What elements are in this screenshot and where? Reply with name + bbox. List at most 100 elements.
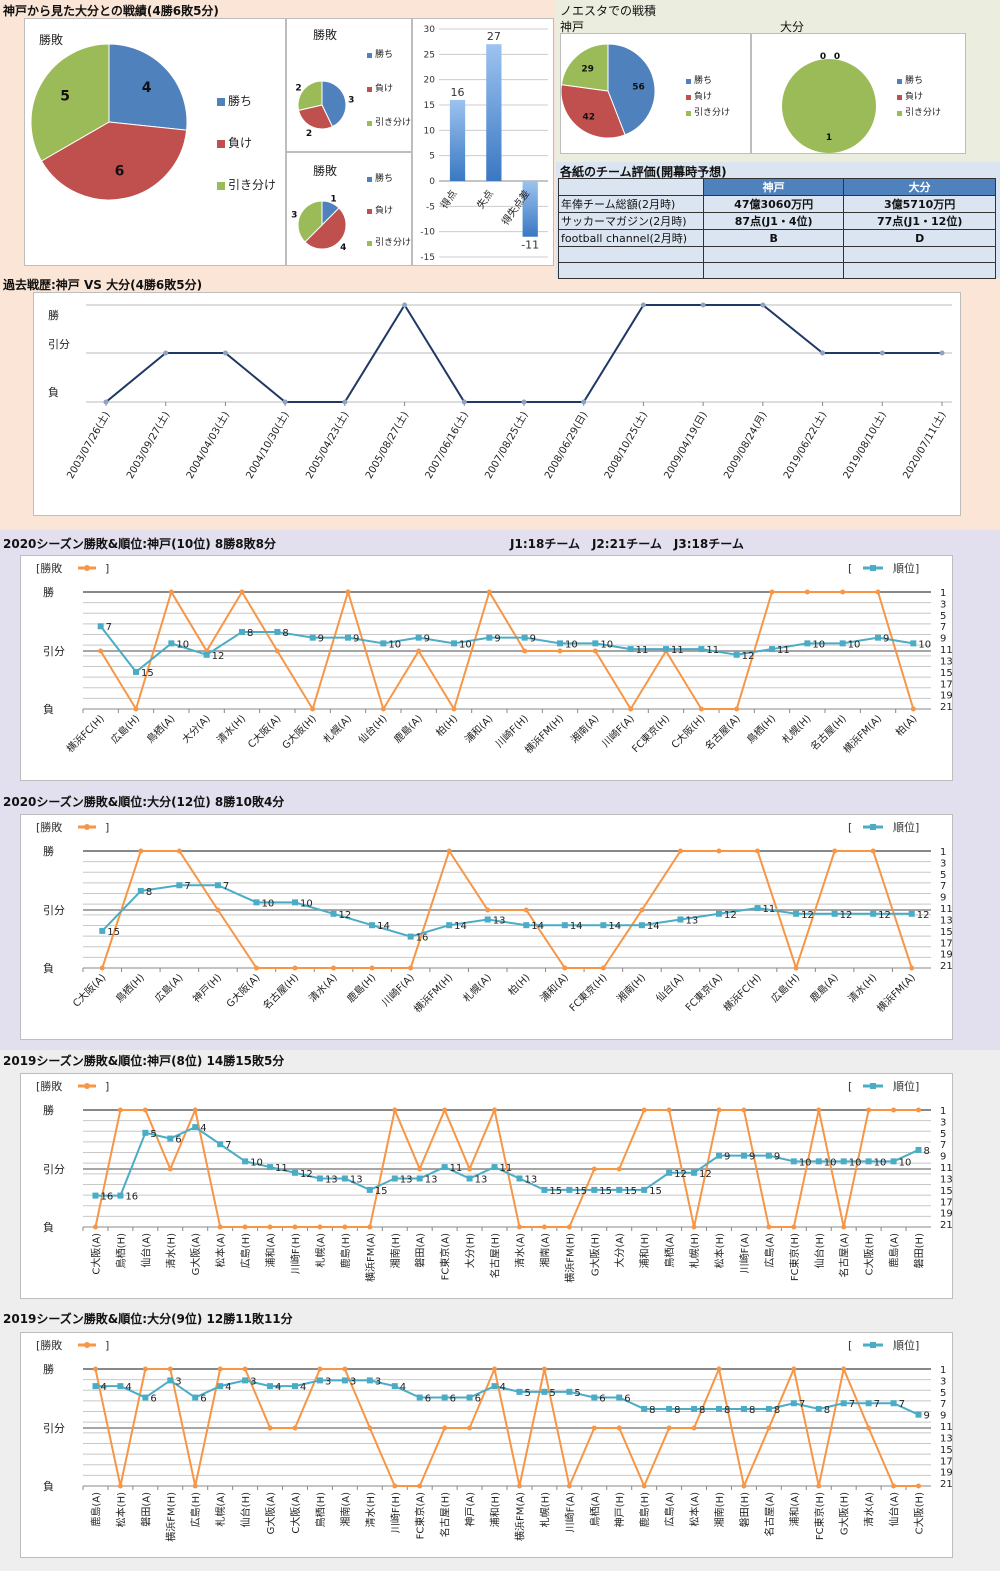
rank-marker — [416, 1394, 423, 1401]
result-marker — [891, 1107, 897, 1113]
rank-data-label: 9 — [494, 634, 500, 645]
result-marker — [541, 1366, 547, 1372]
rank-marker — [491, 1164, 498, 1171]
rank-marker — [441, 1394, 448, 1401]
result-marker — [766, 1425, 772, 1431]
eval-oita — [843, 246, 996, 263]
rank-marker — [890, 1158, 897, 1165]
y-tick-label: -15 — [420, 253, 435, 263]
x-tick-label: 清水(H) — [164, 1233, 177, 1268]
result-marker — [317, 1224, 323, 1230]
legend-swatch-draw — [686, 111, 691, 116]
pie-data-label: 1 — [330, 194, 336, 204]
result-marker — [167, 1166, 173, 1172]
rank-marker — [663, 646, 669, 653]
result-marker — [816, 1107, 822, 1113]
rank-data-label: 3 — [250, 1376, 256, 1387]
result-legend-marker — [84, 824, 90, 830]
result-marker — [816, 1483, 822, 1489]
rank-marker — [416, 1175, 423, 1182]
x-tick-label: 仙台(H) — [239, 1492, 252, 1527]
legend-swatch-draw — [367, 241, 372, 246]
rank-data-label: 9 — [724, 1152, 730, 1163]
noesta-kobe-label: 神戸 — [560, 20, 585, 34]
rank-legend-label: 順位] — [893, 820, 919, 834]
rank-data-label: 14 — [377, 921, 390, 932]
rank-data-label: 14 — [608, 921, 621, 932]
result-marker — [741, 1483, 747, 1489]
rank-data-label: 10 — [565, 639, 578, 650]
x-tick-label: 札幌(A) — [314, 1233, 327, 1268]
pie-small-1-box: 3 2 2 勝敗 勝ち 負け 引き分け — [286, 18, 412, 152]
right-axis-label: 19 — [940, 691, 953, 702]
rank-data-label: 13 — [425, 1174, 438, 1185]
result-marker — [217, 1224, 223, 1230]
x-tick-label: 広島(H) — [239, 1233, 252, 1268]
x-tick-label: 川崎F(A) — [379, 971, 417, 1009]
rank-marker — [466, 1175, 473, 1182]
rank-marker — [142, 1394, 149, 1401]
y-tick-label: -10 — [420, 228, 435, 238]
eval-corner — [558, 178, 704, 196]
rank-marker — [804, 640, 811, 647]
result-marker — [641, 1483, 647, 1489]
x-tick-label: 鹿島(A) — [807, 971, 841, 1005]
result-marker — [741, 1107, 747, 1113]
result-marker — [566, 1483, 572, 1489]
result-legend-label: [勝敗 — [36, 561, 62, 575]
eval-title: 各紙のチーム評価(開幕時予想) — [560, 165, 727, 179]
x-tick-label: 浦和(A) — [537, 971, 571, 1005]
result-marker — [485, 907, 491, 913]
pie-data-label: 1 — [826, 133, 832, 143]
x-tick-label: 鳥栖(H) — [113, 971, 147, 1005]
rank-data-label: 10 — [300, 898, 313, 909]
x-tick-label: 鹿島(H) — [339, 1233, 352, 1268]
result-marker — [916, 1483, 922, 1489]
eval-row — [558, 262, 996, 279]
rank-data-label: 10 — [799, 1157, 812, 1168]
history-marker — [461, 399, 467, 405]
x-tick-label: 広島(A) — [152, 971, 186, 1005]
rank-data-label: 15 — [549, 1186, 562, 1197]
rank-marker — [516, 1388, 523, 1395]
rank-marker — [380, 640, 387, 647]
rank-marker — [309, 634, 316, 641]
pie-slice-loss — [304, 207, 347, 250]
rank-data-label: 5 — [524, 1388, 530, 1399]
rank-marker — [217, 1141, 224, 1148]
x-tick-label: C大阪(A) — [89, 1233, 102, 1275]
x-tick-label: 2008/06/29(日) — [543, 410, 590, 481]
bar-value-label: -11 — [521, 239, 539, 252]
rank-marker — [638, 922, 645, 929]
result-marker — [416, 648, 422, 654]
rank-data-label: 13 — [350, 1174, 363, 1185]
rank-marker — [566, 1388, 573, 1395]
result-marker — [267, 1224, 273, 1230]
rank-data-label: 11 — [636, 645, 649, 656]
rank-data-label: 12 — [212, 651, 225, 662]
rank-data-label: 13 — [400, 1174, 413, 1185]
result-marker — [417, 1483, 423, 1489]
rank-data-label: 13 — [685, 915, 698, 926]
x-tick-label: 横浜FM(H) — [563, 1233, 576, 1283]
rank-data-label: 6 — [150, 1394, 156, 1405]
rank-marker — [865, 1400, 872, 1407]
x-tick-label: 川崎F(A) — [563, 1492, 576, 1532]
x-tick-label: 名古屋(A) — [838, 1233, 851, 1278]
x-tick-label: 清水(H) — [364, 1492, 377, 1527]
bar-value-label: 16 — [451, 86, 465, 99]
right-axis-label: 17 — [940, 1456, 953, 1467]
x-tick-label: 2019/06/22(土) — [780, 409, 829, 481]
result-marker — [292, 1224, 298, 1230]
eval-table: 神戸 大分 年俸チーム総額(2月時) 47億3060万円 3億5710万円 サッ… — [558, 178, 996, 279]
x-tick-label: 浦和(H) — [489, 1492, 502, 1527]
eval-header-row: 神戸 大分 — [558, 178, 996, 196]
right-axis-label: 13 — [940, 915, 953, 926]
rank-data-label: 4 — [300, 1382, 306, 1393]
legend-label: 勝ち — [375, 172, 393, 184]
x-tick-label: 湘南(A) — [568, 712, 602, 746]
x-tick-label: 札幌(A) — [320, 712, 354, 746]
oita2019-title: 2019シーズン勝敗&順位:大分(9位) 12勝11敗11分 — [3, 1312, 293, 1326]
legend-swatch-loss — [367, 87, 372, 92]
rank-marker — [203, 651, 210, 658]
